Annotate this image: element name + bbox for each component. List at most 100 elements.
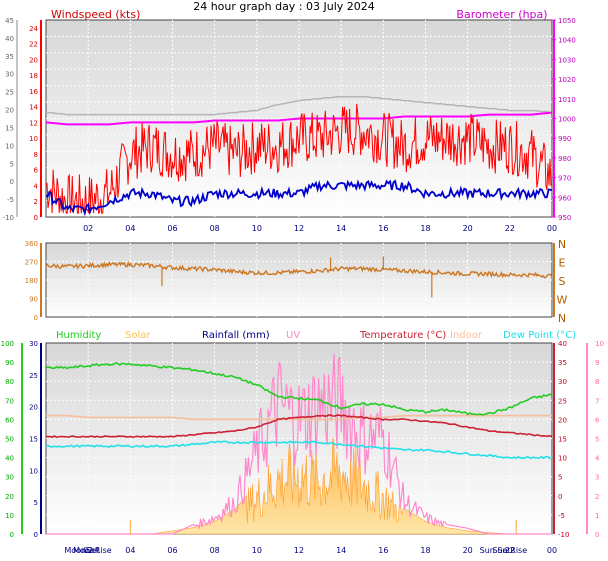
legend-item: Indoor <box>450 330 483 341</box>
compass-label: S <box>559 275 566 288</box>
x-tick-label: 06 <box>167 224 177 233</box>
outer-axis-tick-label: 30 <box>5 71 14 79</box>
temperature-line <box>45 414 553 439</box>
temp-axis-tick-label: -10 <box>558 531 569 539</box>
rain-axis-tick-label: 20 <box>29 404 38 412</box>
outer-axis-tick-label: 25 <box>5 89 14 97</box>
wind-axis-tick-label: 14 <box>29 104 38 112</box>
temp-axis-tick-label: 10 <box>558 455 567 463</box>
legend-item: Temperature (°C) <box>359 330 446 341</box>
dir-axis-tick-label: 360 <box>25 240 38 248</box>
uv-axis-tick-label: 5 <box>595 436 599 444</box>
x-tick-label: 18 <box>420 224 430 233</box>
outer-axis-tick-label: 40 <box>5 35 14 43</box>
x-tick-label: 20 <box>463 224 473 233</box>
outer-axis-tick-label: 20 <box>5 107 14 115</box>
outer-axis-tick-label: 35 <box>5 53 14 61</box>
wind-axis-tick-label: 20 <box>29 56 38 64</box>
uv-axis-tick-label: 8 <box>595 378 599 386</box>
rain-axis-tick-label: 0 <box>34 531 38 539</box>
wind-axis-tick-label: 24 <box>29 25 38 33</box>
chart-title: 24 hour graph day : 03 July 2024 <box>193 0 375 13</box>
humidity-axis-tick-label: 50 <box>5 436 14 444</box>
x-tick-label: 02 <box>83 224 93 233</box>
compass-label: W <box>557 294 568 307</box>
x-tick-label: 00 <box>547 546 557 555</box>
humidity-axis-tick-label: 80 <box>5 378 14 386</box>
event-label: MoonSet <box>64 546 99 555</box>
dir-axis-tick-label: 270 <box>25 259 38 267</box>
barometer-label: Barometer (hpa) <box>456 8 547 21</box>
x-tick-label: 08 <box>210 546 220 555</box>
humidity-axis-tick-label: 30 <box>5 474 14 482</box>
humidity-axis-tick-label: 100 <box>1 340 14 348</box>
rain-axis-tick-label: 5 <box>34 499 38 507</box>
x-tick-label: 16 <box>378 546 388 555</box>
dir-axis-tick-label: 90 <box>29 296 38 304</box>
baro-axis-tick-label: 970 <box>558 175 571 183</box>
x-tick-label: 08 <box>210 224 220 233</box>
outer-axis-tick-label: 5 <box>10 160 14 168</box>
outer-axis-tick-label: 45 <box>5 17 14 25</box>
barometer-line <box>45 111 553 126</box>
baro-axis-tick-label: 990 <box>558 135 571 143</box>
avg-wind-line <box>45 179 553 217</box>
baro-axis-tick-label: 1020 <box>558 76 576 84</box>
wind-axis-tick-label: 0 <box>34 214 38 222</box>
wind-axis-tick-label: 22 <box>29 41 38 49</box>
dewpoint-line <box>45 440 553 460</box>
baro-axis-tick-label: 1010 <box>558 96 576 104</box>
rain-axis-tick-label: 15 <box>29 436 38 444</box>
x-tick-label: 22 <box>505 224 515 233</box>
uv-axis-tick-label: 7 <box>595 397 599 405</box>
outer-axis-tick-label: 15 <box>5 124 14 132</box>
x-tick-label: 00 <box>547 224 557 233</box>
uv-axis-tick-label: 1 <box>595 512 599 520</box>
rain-axis-tick-label: 25 <box>29 372 38 380</box>
x-tick-label: 14 <box>336 224 346 233</box>
x-tick-label: 12 <box>294 224 304 233</box>
uv-axis-tick-label: 6 <box>595 416 600 424</box>
x-tick-label: 02 <box>83 546 93 555</box>
event-label: MoonRise <box>73 546 112 555</box>
temp-axis-tick-label: 40 <box>558 340 567 348</box>
legend-item: Dew Point (°C) <box>503 330 576 341</box>
wind-axis-tick-label: 16 <box>29 88 38 96</box>
humidity-axis-tick-label: 10 <box>5 512 14 520</box>
temp-axis-tick-label: 15 <box>558 436 567 444</box>
humidity-axis-tick-label: 70 <box>5 397 14 405</box>
x-tick-label: 18 <box>420 546 430 555</box>
event-label: Sun Set <box>480 546 511 555</box>
outer-axis-tick-label: -5 <box>7 196 14 204</box>
wind-axis-tick-label: 18 <box>29 72 38 80</box>
legend-item: Solar <box>125 330 151 341</box>
temp-axis-tick-label: 30 <box>558 378 567 386</box>
outer-axis-tick-label: 10 <box>5 142 14 150</box>
rain-axis-tick-label: 30 <box>29 340 38 348</box>
temp-axis-tick-label: 20 <box>558 416 567 424</box>
x-tick-label: 10 <box>252 224 262 233</box>
humidity-axis-tick-label: 20 <box>5 493 14 501</box>
uv-axis-tick-label: 3 <box>595 474 599 482</box>
compass-label: N <box>558 312 566 325</box>
rain-axis-tick-label: 10 <box>29 467 38 475</box>
wind-axis-tick-label: 8 <box>34 151 38 159</box>
wind-axis-tick-label: 2 <box>34 198 38 206</box>
dir-axis-tick-label: 180 <box>25 277 38 285</box>
baro-axis-tick-label: 950 <box>558 214 571 222</box>
baro-axis-tick-label: 1030 <box>558 56 576 64</box>
x-tick-label: 12 <box>294 546 304 555</box>
temp-axis-tick-label: 0 <box>558 493 562 501</box>
wind-axis-tick-label: 10 <box>29 135 38 143</box>
temp-axis-tick-label: 25 <box>558 397 567 405</box>
compass-label: N <box>558 238 566 251</box>
x-tick-label: 04 <box>125 546 135 555</box>
humidity-axis-tick-label: 60 <box>5 416 14 424</box>
uv-axis-tick-label: 4 <box>595 455 600 463</box>
baro-axis-tick-label: 980 <box>558 155 571 163</box>
windspeed-line <box>45 103 553 215</box>
wind-axis-tick-label: 12 <box>29 119 38 127</box>
wind-axis-tick-label: 6 <box>34 167 39 175</box>
x-tick-label: 04 <box>125 224 135 233</box>
indoor-line <box>46 414 552 421</box>
